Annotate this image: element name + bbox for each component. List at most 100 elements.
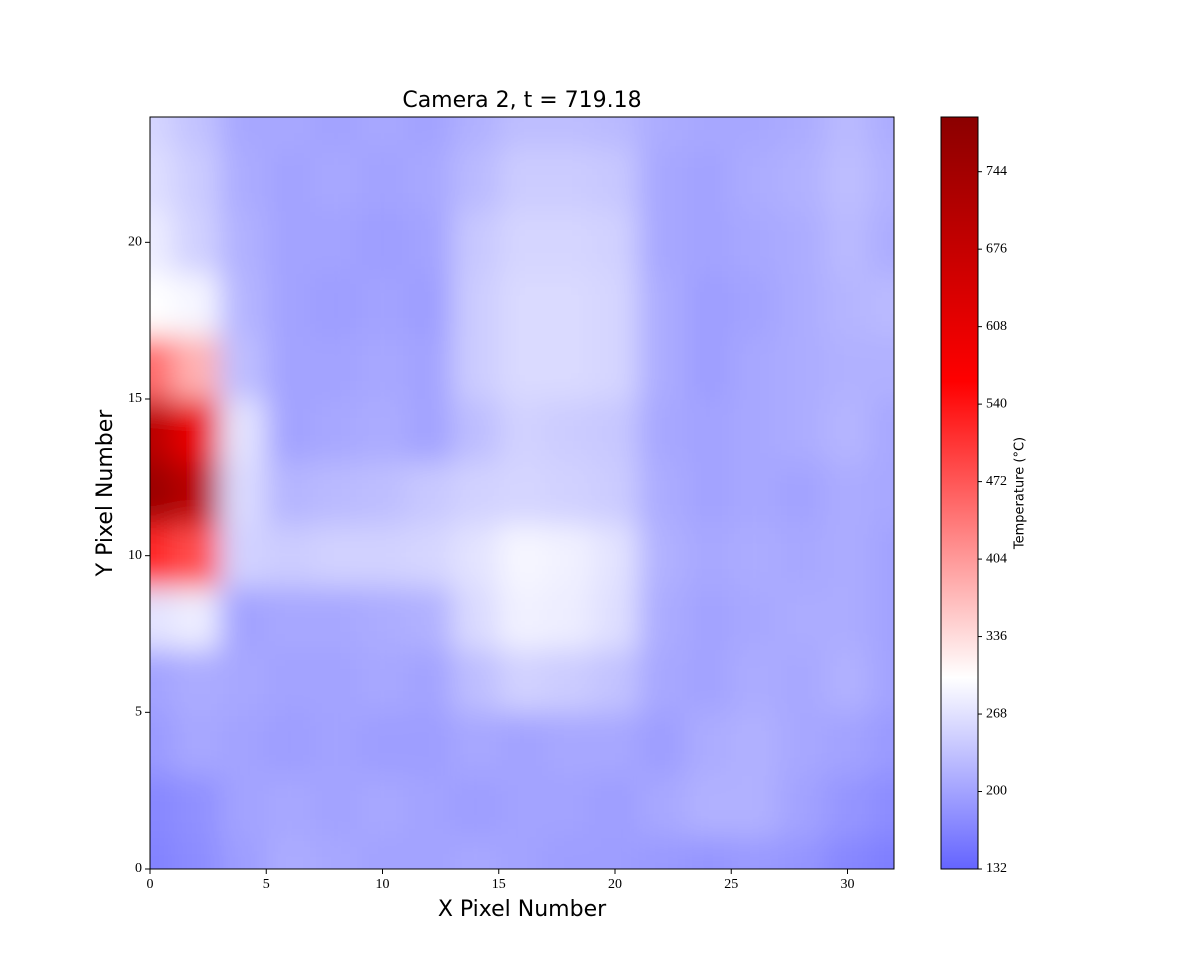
heat-cell [498, 587, 546, 651]
heat-cell [173, 649, 221, 713]
heat-cell [731, 712, 779, 776]
heat-cell [777, 211, 825, 275]
heat-cell [405, 524, 453, 588]
heat-cell [498, 148, 546, 212]
heat-cell [824, 524, 872, 588]
heat-cell [266, 273, 314, 337]
heat-cell [452, 399, 500, 463]
heat-cell [150, 273, 174, 337]
heat-cell [312, 117, 360, 149]
heat-cell [545, 837, 593, 869]
heat-cell [405, 587, 453, 651]
heat-cell [731, 775, 779, 839]
heat-cell [498, 775, 546, 839]
heat-cell [266, 399, 314, 463]
heat-cell [638, 399, 686, 463]
heat-cell [452, 837, 500, 869]
heat-cell [359, 712, 407, 776]
heat-cell [638, 117, 686, 149]
heat-cell [498, 461, 546, 525]
heat-cell [638, 775, 686, 839]
heat-cell [870, 461, 894, 525]
heat-cell [777, 273, 825, 337]
x-tick-label: 0 [147, 877, 154, 892]
heat-cell [684, 524, 732, 588]
heat-cell [150, 461, 174, 525]
heat-cell [312, 336, 360, 400]
heat-cell [731, 837, 779, 869]
heat-cell [731, 461, 779, 525]
heat-cell [498, 211, 546, 275]
heat-cell [150, 117, 174, 149]
heat-cell [150, 336, 174, 400]
heat-cell [684, 712, 732, 776]
heat-cell [498, 117, 546, 149]
heat-cell [638, 211, 686, 275]
heat-cell [173, 117, 221, 149]
heat-cell [266, 211, 314, 275]
heat-cell [452, 712, 500, 776]
heat-cell [545, 273, 593, 337]
heat-cell [684, 211, 732, 275]
heat-cell [150, 712, 174, 776]
heat-cell [173, 211, 221, 275]
heat-cell [684, 117, 732, 149]
heat-cell [359, 649, 407, 713]
heat-cell [591, 649, 639, 713]
heat-cell [359, 524, 407, 588]
heat-cell [777, 117, 825, 149]
plot-frame [149, 116, 895, 870]
heat-cell [545, 117, 593, 149]
heat-cell [219, 649, 267, 713]
colorbar-tick-label: 268 [986, 706, 1007, 721]
heat-cell [545, 775, 593, 839]
heat-cell [638, 336, 686, 400]
heat-cell [591, 837, 639, 869]
heat-cell [684, 461, 732, 525]
heat-cell [870, 837, 894, 869]
heat-cell [359, 336, 407, 400]
heat-cell [452, 649, 500, 713]
heat-cell [684, 273, 732, 337]
heat-cell [870, 712, 894, 776]
colorbar-tick-label: 744 [986, 164, 1007, 179]
colorbar [940, 116, 979, 870]
heat-cell [638, 837, 686, 869]
heat-cell [824, 712, 872, 776]
heat-cell [777, 775, 825, 839]
heat-cell [870, 273, 894, 337]
heat-cell [266, 837, 314, 869]
heat-cell [684, 775, 732, 839]
heat-cell [266, 524, 314, 588]
heat-cell [824, 587, 872, 651]
heat-cell [824, 273, 872, 337]
heat-cell [312, 712, 360, 776]
heat-cell [150, 148, 174, 212]
heat-cell [312, 837, 360, 869]
y-axis-label: Y Pixel Number [93, 409, 118, 578]
heat-cell [777, 587, 825, 651]
heat-cell [405, 211, 453, 275]
heat-cell [359, 587, 407, 651]
heat-cell [405, 649, 453, 713]
heat-cell [498, 649, 546, 713]
heat-cell [824, 336, 872, 400]
heat-cell [173, 712, 221, 776]
x-tick-label: 25 [724, 877, 738, 892]
heat-cell [731, 649, 779, 713]
heat-cell [731, 336, 779, 400]
heat-cell [545, 712, 593, 776]
heat-cell [870, 775, 894, 839]
heat-cell [359, 461, 407, 525]
heat-cell [312, 775, 360, 839]
heat-cell [312, 461, 360, 525]
heat-cell [359, 399, 407, 463]
heat-cell [638, 649, 686, 713]
heat-cell [870, 649, 894, 713]
heat-cell [777, 336, 825, 400]
heat-cell [684, 587, 732, 651]
heat-cell [824, 117, 872, 149]
heat-cell [498, 712, 546, 776]
heat-cell [638, 461, 686, 525]
colorbar-tick-label: 336 [986, 629, 1007, 644]
